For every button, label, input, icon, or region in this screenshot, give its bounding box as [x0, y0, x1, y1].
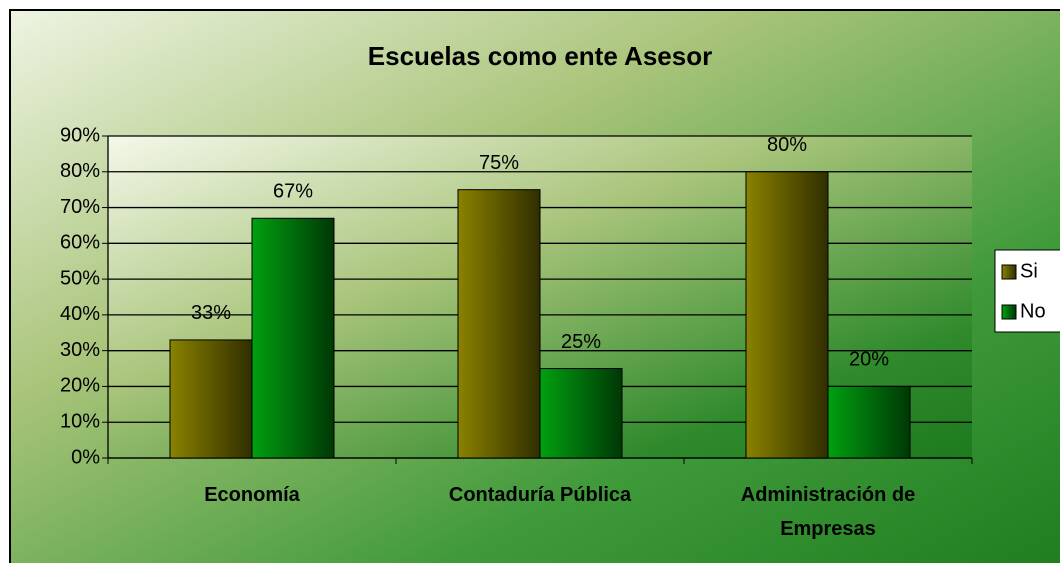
bar [827, 385, 911, 459]
y-tick-label: 20% [60, 375, 100, 397]
legend-label: No [1020, 300, 1046, 322]
data-label: 33% [191, 302, 231, 324]
data-label: 25% [561, 331, 601, 353]
bar [251, 217, 335, 459]
bar [539, 368, 623, 459]
legend-label: Si [1020, 260, 1038, 282]
y-tick-label: 0% [71, 446, 100, 468]
y-tick-label: 10% [60, 411, 100, 433]
x-tick-label: Contaduría Pública [448, 484, 632, 506]
x-tick-label: Administración de Empresas [740, 484, 916, 540]
bar [745, 171, 829, 459]
data-label: 67% [273, 181, 313, 203]
data-label: 20% [849, 349, 889, 371]
legend-swatch [1001, 304, 1017, 320]
y-tick-label: 90% [60, 124, 100, 146]
y-tick-label: 40% [60, 303, 100, 325]
bar [457, 189, 541, 459]
x-tick-label: Economía [204, 484, 300, 506]
chart-title: Escuelas como ente Asesor [368, 41, 712, 71]
y-tick-label: 80% [60, 160, 100, 182]
y-tick-label: 30% [60, 339, 100, 361]
data-label: 75% [479, 152, 519, 174]
y-tick-label: 70% [60, 196, 100, 218]
bar [169, 339, 253, 459]
y-tick-label: 60% [60, 232, 100, 254]
data-label: 80% [767, 134, 807, 156]
y-tick-label: 50% [60, 267, 100, 289]
legend-swatch [1001, 264, 1017, 280]
